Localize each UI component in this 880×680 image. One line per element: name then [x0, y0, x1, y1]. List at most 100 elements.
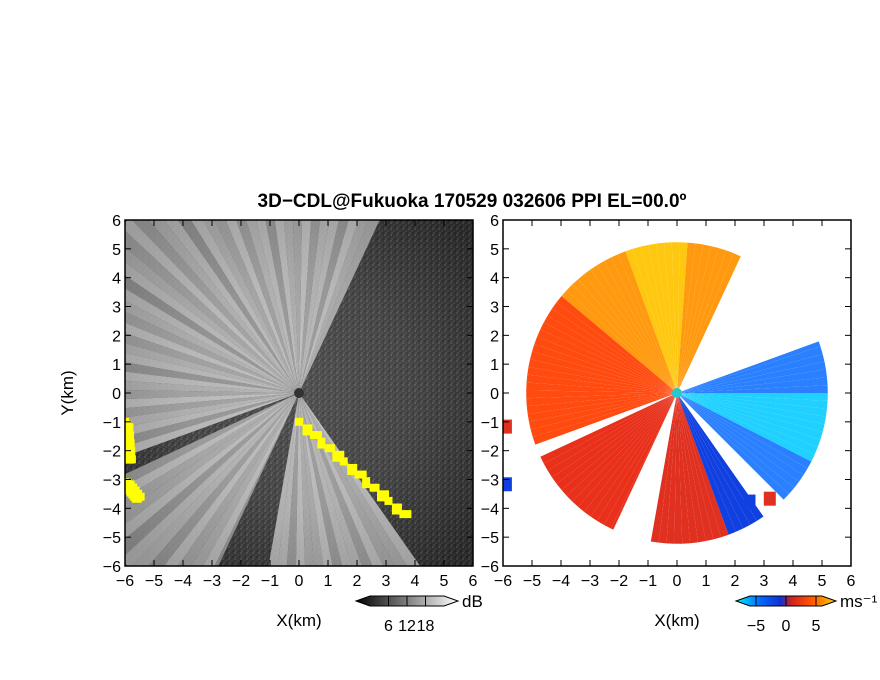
- velocity-sector-wedge: [677, 393, 751, 529]
- velocity-sector-wedge: [528, 359, 677, 393]
- snr-y-tick-label: −3: [103, 473, 121, 490]
- velocity-sector-wedge: [677, 393, 722, 540]
- velocity-sector-wedge: [671, 242, 680, 393]
- velocity-sector-wedge: [677, 393, 815, 462]
- velocity-sectors: [503, 242, 828, 544]
- velocity-y-tick-label: −6: [481, 559, 499, 576]
- velocity-sector-wedge: [578, 274, 677, 393]
- snr-y-tick-label: −1: [103, 415, 121, 432]
- velocity-colorbar-tick-label: −5: [747, 618, 765, 635]
- velocity-sector-wedge: [540, 322, 677, 393]
- velocity-cluster: [763, 491, 776, 506]
- velocity-sector-wedge: [530, 393, 677, 438]
- snr-colorbar-tick-label: 12: [398, 618, 416, 635]
- velocity-sector-wedge: [547, 393, 677, 478]
- velocity-sector-wedge: [584, 393, 677, 517]
- velocity-sector-wedge: [528, 393, 677, 430]
- velocity-sector-wedge: [572, 279, 677, 393]
- snr-x-tick-label: −6: [116, 573, 134, 590]
- velocity-sector-wedge: [656, 242, 677, 393]
- velocity-sector-wedge: [658, 393, 677, 544]
- velocity-x-tick-label: −6: [494, 573, 512, 590]
- velocity-sector-wedge: [674, 393, 683, 544]
- velocity-colorbar-tick-label: 5: [812, 618, 821, 635]
- snr-highlight-cell: [354, 470, 367, 479]
- velocity-sector-wedge: [677, 369, 827, 393]
- velocity-y-tick-label: −5: [481, 530, 499, 547]
- velocity-sector-wedge: [677, 393, 736, 535]
- snr-x-axis-label: X(km): [276, 611, 321, 630]
- velocity-sector-wedge: [532, 393, 677, 445]
- velocity-sector-wedge: [526, 374, 677, 393]
- snr-x-tick-label: 0: [295, 573, 304, 590]
- velocity-sector-wedge: [677, 393, 757, 525]
- snr-x-tick-label: −4: [174, 573, 192, 590]
- velocity-sector-wedge: [556, 393, 677, 490]
- velocity-x-tick-label: −2: [610, 573, 628, 590]
- snr-highlight-cell: [362, 477, 371, 489]
- velocity-sector-wedge: [677, 242, 688, 393]
- snr-y-tick-label: 5: [112, 242, 121, 259]
- snr-y-tick-label: −2: [103, 444, 121, 461]
- velocity-sector-wedge: [547, 308, 677, 393]
- velocity-panel: −6 −5 −4 −3 −2 −1 0 1 2 3 4 5 6 6 5 4 3 2 1 0 −1 −2 −3 −4 −5 −6 X…: [481, 213, 856, 630]
- snr-y-tick-label: 6: [112, 213, 121, 230]
- snr-colorbar: 6 12 18 dB: [354, 592, 483, 635]
- velocity-sector-wedge: [677, 393, 698, 544]
- velocity-sector-wedge: [556, 296, 677, 393]
- velocity-sector-wedge: [526, 382, 677, 393]
- snr-x-tick-label: −2: [232, 573, 250, 590]
- velocity-sector-wedge: [551, 302, 677, 393]
- velocity-sector-wedge: [677, 393, 804, 482]
- velocity-y-tick-label: −4: [481, 501, 499, 518]
- velocity-sector-wedge: [540, 393, 677, 464]
- velocity-sector-wedge: [603, 257, 677, 393]
- velocity-sector-wedge: [526, 393, 677, 407]
- velocity-sector-wedge: [677, 346, 823, 393]
- velocity-sector-wedge: [551, 393, 677, 484]
- velocity-sector-wedge: [534, 336, 677, 393]
- velocity-sector-wedge: [537, 329, 677, 393]
- velocity-sector-wedge: [526, 393, 677, 414]
- velocity-sector-wedge: [677, 393, 828, 401]
- velocity-sector-wedge: [677, 393, 823, 440]
- snr-x-tick-label: 1: [324, 573, 333, 590]
- velocity-sector-wedge: [543, 393, 677, 471]
- velocity-x-tick-label: 2: [731, 573, 740, 590]
- velocity-sector-wedge: [677, 393, 808, 476]
- velocity-sector-wedge: [532, 343, 677, 393]
- velocity-sector-wedge: [526, 390, 677, 399]
- velocity-sector-wedge: [677, 393, 744, 532]
- snr-y-tick-label: −5: [103, 530, 121, 547]
- snr-colorbar-unit: dB: [462, 592, 483, 611]
- velocity-sector-wedge: [677, 361, 826, 393]
- snr-highlight-cell: [377, 490, 390, 502]
- velocity-sector-wedge: [677, 393, 729, 538]
- snr-highlight-cell: [391, 503, 402, 515]
- velocity-y-tick-label: 3: [490, 300, 499, 317]
- snr-x-tick-label: −1: [261, 573, 279, 590]
- velocity-sector-wedge: [640, 244, 677, 393]
- velocity-sector-wedge: [648, 243, 677, 393]
- velocity-sector-wedge: [677, 393, 799, 488]
- velocity-sector-wedge: [677, 242, 696, 393]
- velocity-x-tick-label: 1: [702, 573, 711, 590]
- snr-highlight-cell: [347, 463, 358, 475]
- velocity-sector-wedge: [677, 393, 691, 544]
- velocity-sector-wedge: [625, 248, 677, 393]
- velocity-sector-wedge: [677, 250, 734, 393]
- snr-highlight-cell: [295, 417, 303, 426]
- snr-sectors: [125, 220, 473, 566]
- velocity-sector-wedge: [650, 393, 677, 543]
- velocity-sector-wedge: [677, 393, 827, 417]
- velocity-colorbar-tick-label: 0: [782, 618, 791, 635]
- velocity-sector-wedge: [584, 269, 677, 393]
- velocity-sector-wedge: [530, 351, 677, 393]
- velocity-cluster: [503, 419, 512, 434]
- velocity-x-tick-label: −5: [523, 573, 541, 590]
- velocity-sector-wedge: [561, 290, 677, 393]
- velocity-sector-wedge: [677, 253, 741, 393]
- snr-colorbar-tick-label: 6: [384, 618, 393, 635]
- velocity-x-tick-label: 5: [818, 573, 827, 590]
